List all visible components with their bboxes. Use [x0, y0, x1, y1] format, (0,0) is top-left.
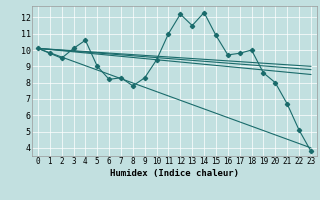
X-axis label: Humidex (Indice chaleur): Humidex (Indice chaleur)	[110, 169, 239, 178]
